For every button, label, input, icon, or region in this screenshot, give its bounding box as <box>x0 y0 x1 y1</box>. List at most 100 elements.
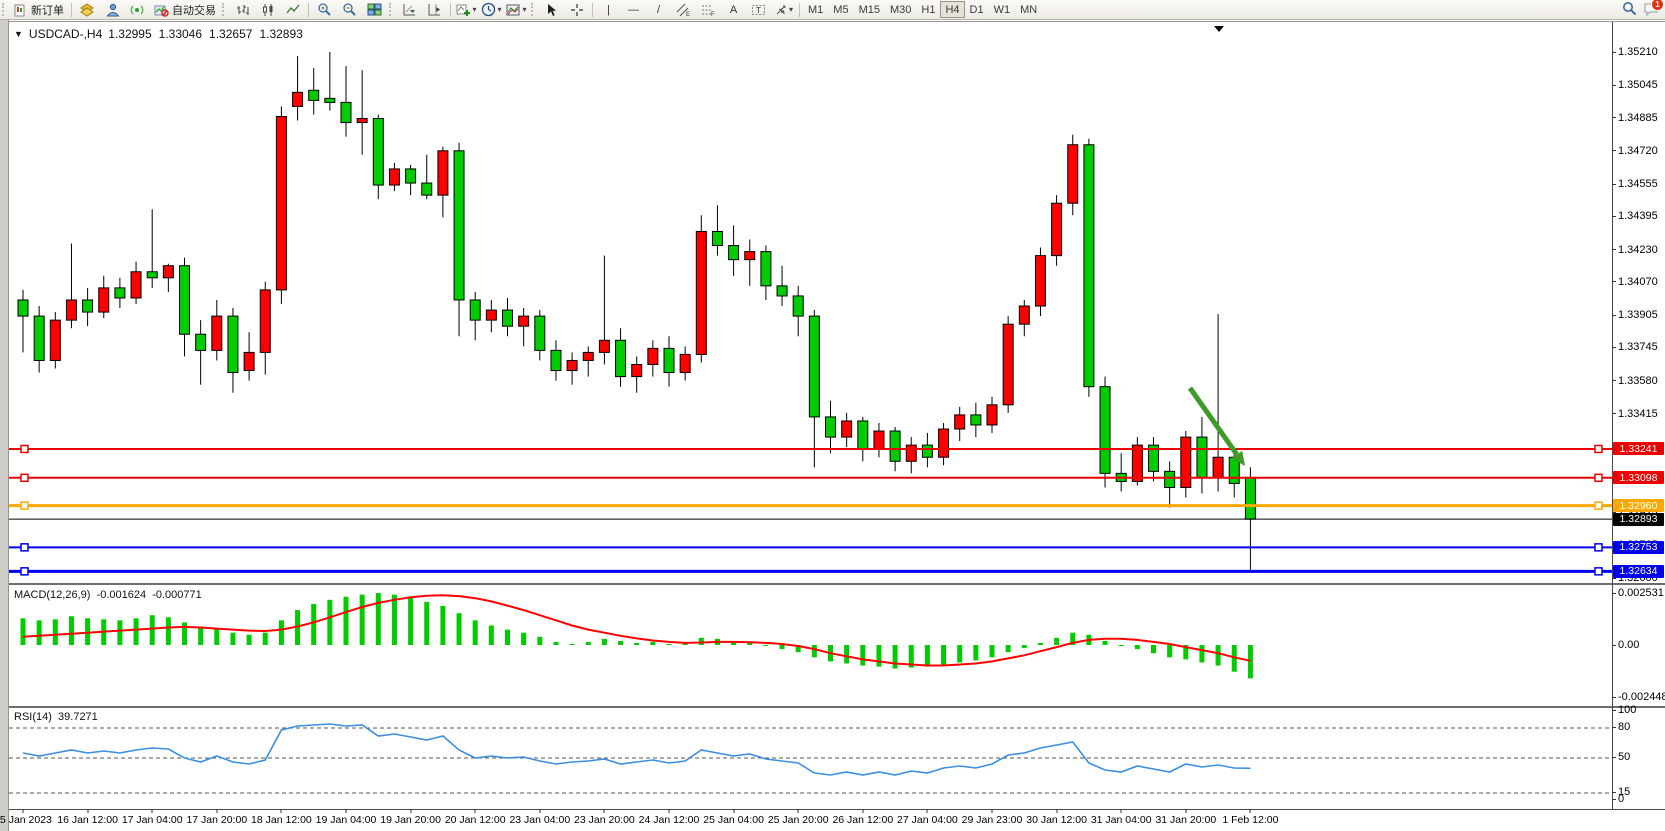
arrows-tool-icon <box>776 5 786 14</box>
line-handle[interactable] <box>20 501 29 510</box>
candle-body <box>275 116 287 291</box>
time-label: 23 Jan 20:00 <box>574 814 635 826</box>
trendline-tool-button[interactable]: / <box>646 1 671 18</box>
price-tick-mark <box>1612 150 1616 152</box>
new-order-button[interactable]: 新订单 <box>10 1 68 18</box>
tile-windows-icon <box>367 3 382 15</box>
one-click-trading-arrow-icon[interactable]: ▼ <box>14 29 23 39</box>
indicators-button[interactable]: ▾ <box>454 1 479 18</box>
periods-button[interactable]: ▾ <box>479 1 504 18</box>
candle-body <box>259 289 271 353</box>
arrows-tool-button[interactable]: ▾ <box>771 1 796 18</box>
macd-rsi-separator[interactable] <box>9 706 1665 708</box>
macd-histogram-bar <box>36 620 42 645</box>
line-handle[interactable] <box>1594 473 1603 483</box>
line-handle[interactable] <box>20 567 29 576</box>
candle-body <box>1244 476 1256 520</box>
toolbar-separator <box>799 2 800 17</box>
bar-chart-type-button[interactable] <box>230 1 255 18</box>
chart-shift-marker-icon[interactable] <box>1214 26 1224 32</box>
fibonacci-tool-button[interactable]: F <box>696 1 721 18</box>
macd-histogram-bar <box>601 638 607 645</box>
macd-histogram-bar <box>182 622 187 645</box>
candle-body <box>485 309 497 321</box>
macd-signal-line <box>22 594 1251 667</box>
templates-button[interactable]: ▾ <box>504 1 529 18</box>
arrow-annotation-line[interactable] <box>1187 386 1239 456</box>
timeframe-button-h4[interactable]: H4 <box>940 1 965 18</box>
time-label: 25 Jan 04:00 <box>703 814 764 826</box>
main-macd-separator[interactable] <box>9 583 1665 585</box>
timeframe-group: M1 M5 M15 M30 H1 H4 D1 W1 MN <box>803 1 1042 18</box>
channel-tool-button[interactable]: E <box>671 1 696 18</box>
line-handle[interactable] <box>20 543 29 552</box>
line-chart-type-button[interactable] <box>280 1 305 18</box>
charts-button[interactable] <box>75 1 100 18</box>
macd-histogram-bar <box>230 632 236 645</box>
notifications-button[interactable]: 1 <box>1643 0 1664 16</box>
label-tool-button[interactable]: T <box>746 1 771 18</box>
candle-body <box>437 150 449 196</box>
auto-trading-button[interactable]: 自动交易 <box>150 1 220 18</box>
cursor-tool-button[interactable] <box>539 1 564 18</box>
line-handle[interactable] <box>1594 567 1603 576</box>
macd-histogram-bar <box>117 620 123 645</box>
timeframe-button-m1[interactable]: M1 <box>808 3 824 16</box>
line-handle[interactable] <box>20 473 29 483</box>
candle-body <box>1083 144 1095 388</box>
arrow-annotation-head[interactable] <box>1231 450 1245 466</box>
search-icon[interactable] <box>1622 1 1637 16</box>
macd-histogram-bar <box>779 645 785 650</box>
line-handle[interactable] <box>20 444 29 454</box>
signals-button[interactable] <box>125 1 150 18</box>
tile-windows-button[interactable] <box>362 1 387 18</box>
timeframe-button-m30[interactable]: M30 <box>889 3 912 16</box>
line-handle[interactable] <box>1594 543 1603 552</box>
chart-shift-button[interactable] <box>422 1 447 18</box>
time-label: 17 Jan 20:00 <box>186 814 248 826</box>
macd-pane[interactable] <box>9 585 1612 706</box>
candle-body <box>873 430 885 450</box>
crosshair-tool-button[interactable] <box>564 1 589 18</box>
rsi-pane[interactable] <box>9 708 1612 809</box>
candle-body <box>1051 202 1063 257</box>
macd-histogram-bar <box>165 617 171 645</box>
quote-low: 1.32657 <box>209 27 253 41</box>
line-handle[interactable] <box>1594 444 1603 454</box>
timeframe-button-m5[interactable]: M5 <box>833 3 849 16</box>
zoom-out-button[interactable] <box>337 1 362 18</box>
macd-histogram-bar <box>973 645 979 661</box>
candle-body <box>970 414 982 426</box>
candle-body <box>566 359 578 372</box>
text-tool-button[interactable]: A <box>721 1 746 18</box>
line-handle[interactable] <box>1594 501 1603 510</box>
candle-body <box>582 351 594 361</box>
line-chart-icon <box>285 4 299 13</box>
timeframe-button-h1[interactable]: H1 <box>921 3 936 16</box>
candlestick-type-button[interactable] <box>255 1 280 18</box>
vertical-line-tool-button[interactable]: | <box>596 1 621 18</box>
timeframe-button-w1[interactable]: W1 <box>993 3 1011 16</box>
macd-histogram-bar <box>359 594 365 645</box>
timeframe-button-m15[interactable]: M15 <box>858 3 880 16</box>
price-axis-border <box>1612 22 1613 809</box>
macd-histogram-bar <box>149 615 155 645</box>
auto-scroll-button[interactable] <box>397 1 422 18</box>
macd-histogram-bar <box>876 645 882 667</box>
main-price-pane[interactable] <box>9 22 1612 583</box>
timeframe-button-mn[interactable]: MN <box>1020 3 1038 16</box>
new-order-label: 新订单 <box>31 4 64 17</box>
zoom-in-button[interactable] <box>312 1 337 18</box>
time-label: 31 Jan 20:00 <box>1155 814 1217 826</box>
bid-price-label: 1.32893 <box>1613 512 1664 526</box>
macd-histogram-bar <box>85 618 91 645</box>
profiles-button[interactable] <box>100 1 125 18</box>
horizontal-line-tool-button[interactable]: — <box>621 1 646 18</box>
candle-body <box>356 118 368 124</box>
candle-body <box>1196 436 1208 478</box>
hline-price-label: 1.33098 <box>1613 471 1664 485</box>
candle-body <box>1131 444 1143 482</box>
timeframe-button-d1[interactable]: D1 <box>969 3 984 16</box>
macd-histogram-bar <box>860 645 866 666</box>
